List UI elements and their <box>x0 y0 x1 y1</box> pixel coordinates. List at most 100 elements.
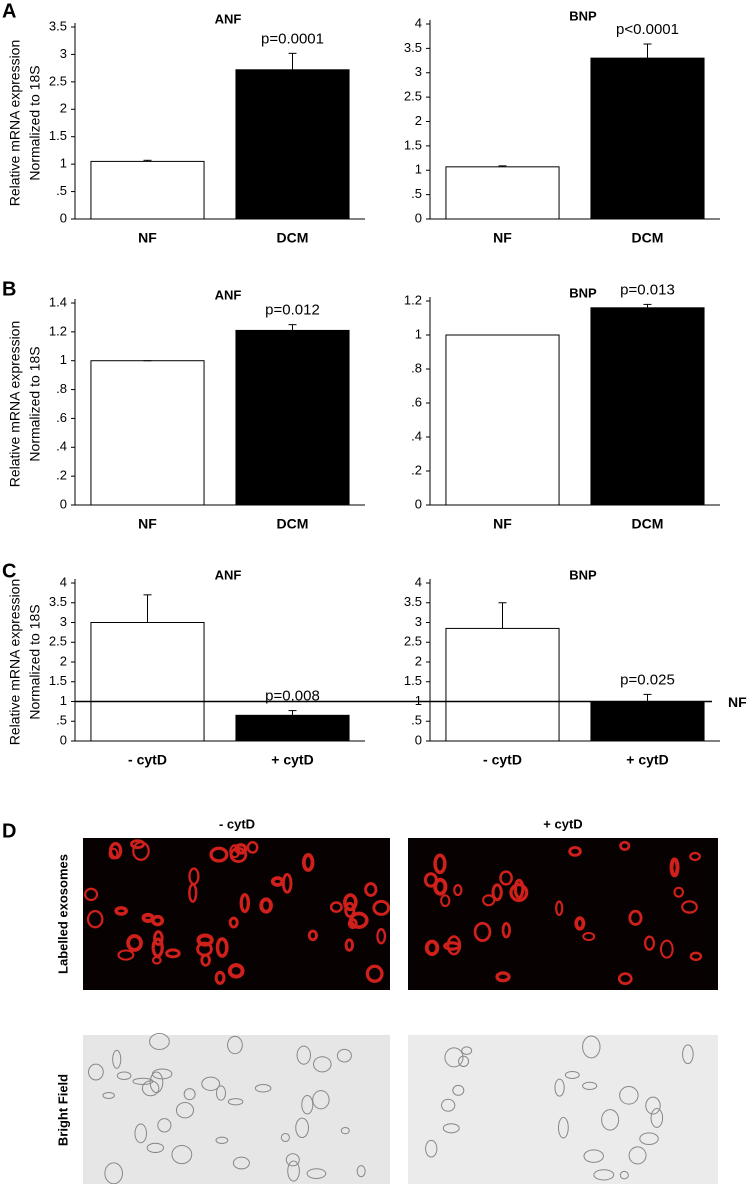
cell <box>499 870 513 886</box>
chart-title: ANF <box>215 11 242 26</box>
y-axis-label: Normalized to 18S <box>27 65 43 180</box>
cell <box>130 839 146 850</box>
y-tick-label: 3.5 <box>404 594 422 609</box>
cell <box>461 1046 473 1055</box>
y-tick-label: 2 <box>415 113 422 128</box>
x-tick-label: + cytD <box>271 752 313 768</box>
y-axis-label: Relative mRNA expression <box>7 579 23 746</box>
y-tick-label: 4 <box>60 574 67 589</box>
y-tick-label: 0 <box>415 496 422 511</box>
cell <box>301 852 315 872</box>
cell <box>270 876 285 887</box>
chart-title: ANF <box>215 567 242 582</box>
x-tick-label: - cytD <box>483 752 522 768</box>
cell <box>372 899 391 916</box>
bar <box>235 329 350 506</box>
brightfield-image <box>408 1035 718 1184</box>
cell <box>645 1096 661 1115</box>
reference-label: NF <box>728 694 747 710</box>
y-tick-label: .6 <box>56 410 67 425</box>
y-tick-label: 1.5 <box>404 673 422 688</box>
cell <box>442 1123 460 1134</box>
chart-title: BNP <box>569 285 597 300</box>
cell <box>84 887 99 902</box>
y-tick-label: 1.4 <box>49 294 67 309</box>
bar <box>445 334 560 506</box>
panel-label: C <box>2 560 16 582</box>
fluorescence-image <box>408 838 718 990</box>
cell <box>102 1091 115 1099</box>
cell <box>659 939 674 959</box>
cell <box>153 930 164 946</box>
y-tick-label: 2 <box>60 653 67 668</box>
y-tick-label: 4 <box>415 15 422 30</box>
bar <box>90 622 205 742</box>
cell <box>151 937 164 958</box>
cell <box>312 1090 330 1110</box>
bar <box>235 69 350 220</box>
y-tick-label: 1 <box>415 162 422 177</box>
y-tick-label: .5 <box>411 186 422 201</box>
image-column-label: - cytD <box>219 816 255 831</box>
cell <box>227 1098 244 1106</box>
cell <box>287 1160 300 1182</box>
cell <box>232 1156 250 1170</box>
cell <box>453 884 463 897</box>
x-tick-label: - cytD <box>128 752 167 768</box>
y-axis-label: Normalized to 18S <box>27 604 43 719</box>
y-tick-label: .5 <box>56 183 67 198</box>
cell <box>564 1070 580 1080</box>
cell <box>149 1071 164 1094</box>
cells <box>84 839 703 1184</box>
y-tick-label: 3 <box>415 614 422 629</box>
chart-title: ANF <box>215 287 242 302</box>
cell <box>650 1107 664 1128</box>
cell <box>356 1165 366 1178</box>
y-axis-label: Relative mRNA expression <box>7 40 23 207</box>
cell <box>114 906 128 916</box>
cell <box>209 846 229 863</box>
cell <box>433 877 448 896</box>
cell <box>141 912 155 923</box>
image-column-label: + cytD <box>543 816 582 831</box>
annotation: p=0.013 <box>620 281 675 298</box>
cell <box>446 935 462 956</box>
cell <box>108 847 119 860</box>
cell <box>196 933 214 947</box>
cell <box>601 1109 620 1131</box>
cell <box>619 1086 639 1105</box>
cell <box>188 867 200 886</box>
x-tick-label: DCM <box>632 516 664 532</box>
image-row-label: Bright Field <box>55 1074 70 1146</box>
cell <box>673 886 685 898</box>
y-tick-label: .8 <box>411 360 422 375</box>
cell <box>313 1056 332 1073</box>
cell <box>495 971 511 983</box>
y-tick-label: 1 <box>415 326 422 341</box>
cell <box>307 929 319 942</box>
y-tick-label: 4 <box>415 574 422 589</box>
annotation: p=0.008 <box>265 688 320 705</box>
y-tick-label: 1.5 <box>49 128 67 143</box>
cell <box>201 1076 221 1091</box>
cell <box>473 921 492 942</box>
y-tick-label: 3 <box>60 614 67 629</box>
cell <box>617 972 633 985</box>
cell <box>619 1170 629 1180</box>
bar <box>90 160 205 220</box>
annotation: p<0.0001 <box>616 21 679 38</box>
y-tick-label: .4 <box>56 439 67 454</box>
cell <box>582 931 596 942</box>
cell <box>280 1132 290 1143</box>
cell <box>214 970 226 985</box>
cell <box>116 1071 132 1080</box>
cell <box>149 1033 170 1050</box>
cell <box>433 853 447 875</box>
y-tick-label: .5 <box>56 713 67 728</box>
image-row-label: Labelled exosomes <box>55 854 70 974</box>
bar <box>445 627 560 742</box>
y-tick-label: 3.5 <box>49 594 67 609</box>
y-tick-label: .8 <box>56 381 67 396</box>
cell <box>574 916 586 931</box>
